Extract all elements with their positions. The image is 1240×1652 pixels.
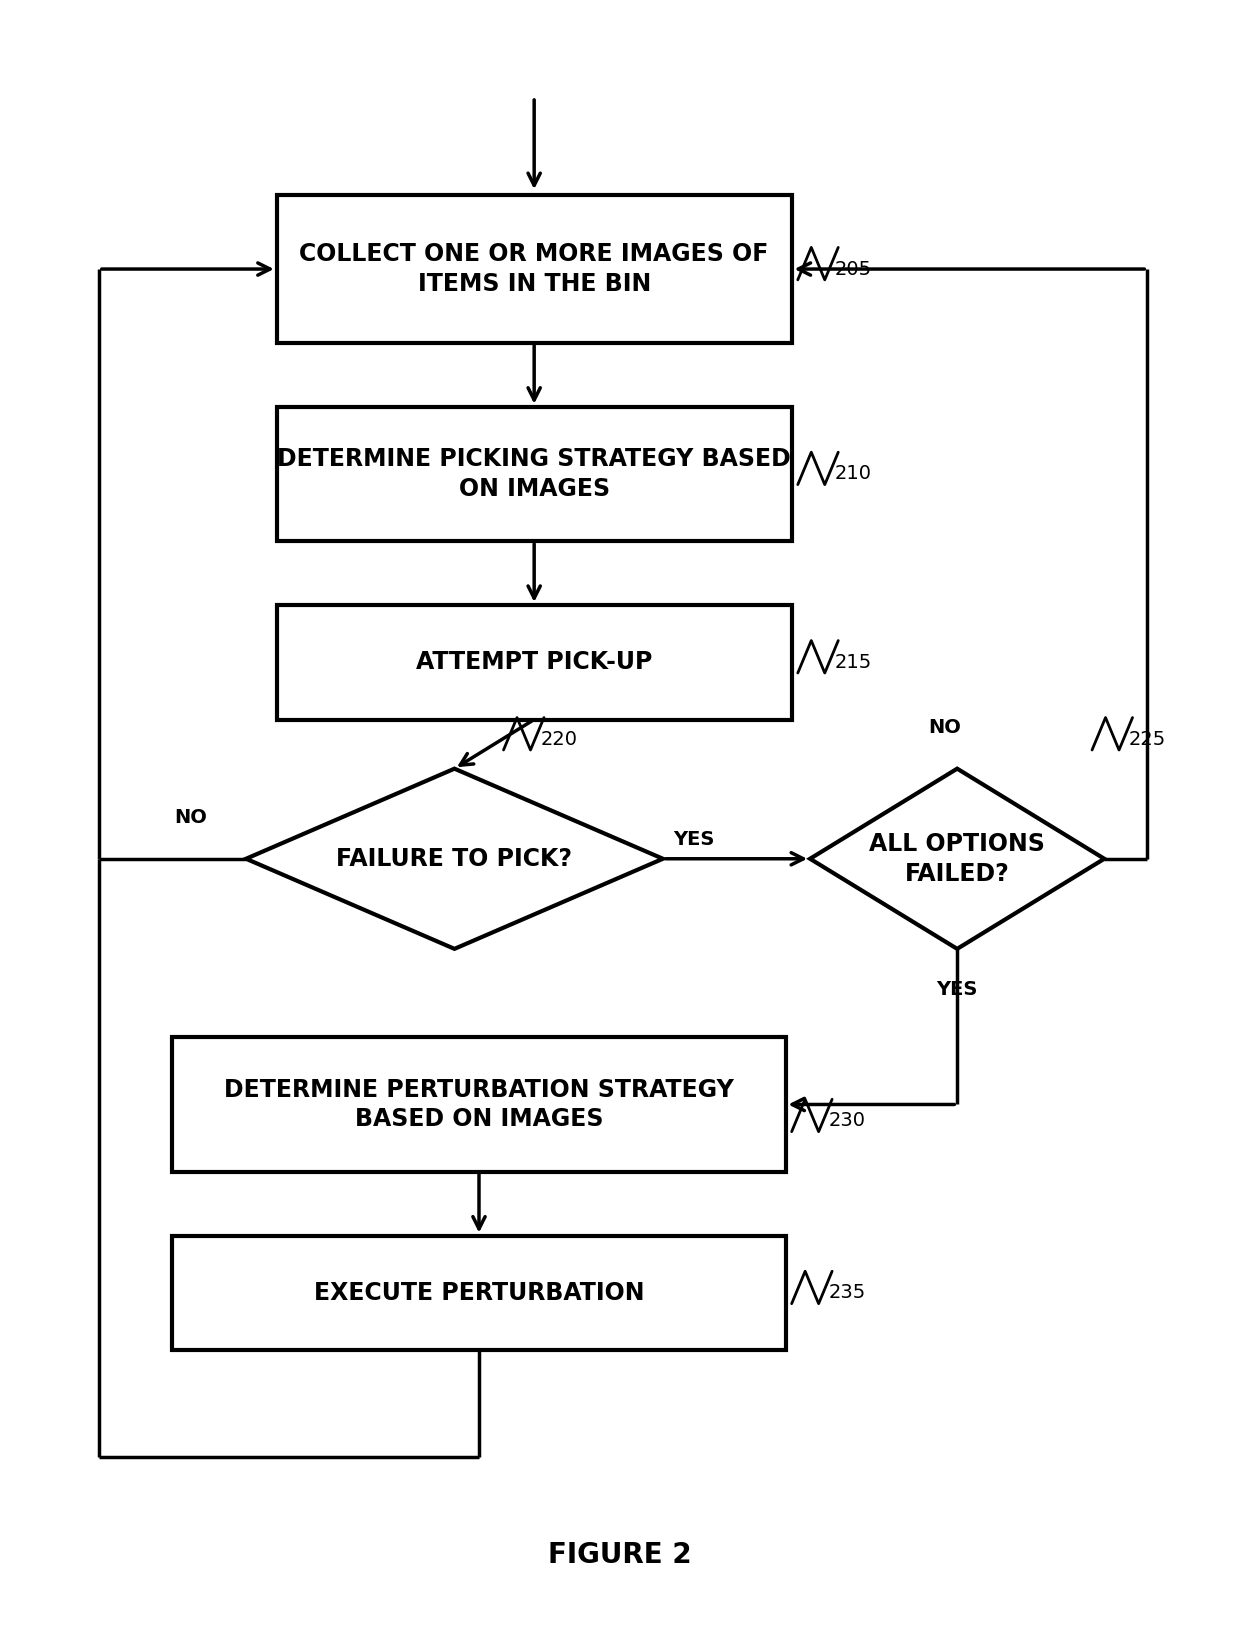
FancyBboxPatch shape [277,605,791,720]
Text: EXECUTE PERTURBATION: EXECUTE PERTURBATION [314,1280,645,1305]
Text: NO: NO [929,719,961,737]
FancyBboxPatch shape [172,1037,785,1171]
FancyBboxPatch shape [277,406,791,540]
Polygon shape [246,768,663,948]
Text: 220: 220 [541,730,578,748]
Text: 235: 235 [828,1284,866,1302]
Text: FIGURE 2: FIGURE 2 [548,1541,692,1569]
Text: 205: 205 [835,259,872,279]
FancyBboxPatch shape [277,195,791,342]
Text: 225: 225 [1128,730,1166,748]
Text: FAILURE TO PICK?: FAILURE TO PICK? [336,847,573,871]
Text: 210: 210 [835,464,872,484]
Text: ATTEMPT PICK-UP: ATTEMPT PICK-UP [415,651,652,674]
Text: NO: NO [175,808,207,828]
Text: 230: 230 [828,1112,866,1130]
Polygon shape [810,768,1105,948]
Text: YES: YES [673,829,714,849]
Text: ALL OPTIONS
FAILED?: ALL OPTIONS FAILED? [869,833,1045,885]
Text: YES: YES [936,980,978,999]
Text: 215: 215 [835,653,872,672]
Text: COLLECT ONE OR MORE IMAGES OF
ITEMS IN THE BIN: COLLECT ONE OR MORE IMAGES OF ITEMS IN T… [300,243,769,296]
Text: DETERMINE PICKING STRATEGY BASED
ON IMAGES: DETERMINE PICKING STRATEGY BASED ON IMAG… [278,448,791,501]
Text: DETERMINE PERTURBATION STRATEGY
BASED ON IMAGES: DETERMINE PERTURBATION STRATEGY BASED ON… [224,1077,734,1132]
FancyBboxPatch shape [172,1236,785,1350]
